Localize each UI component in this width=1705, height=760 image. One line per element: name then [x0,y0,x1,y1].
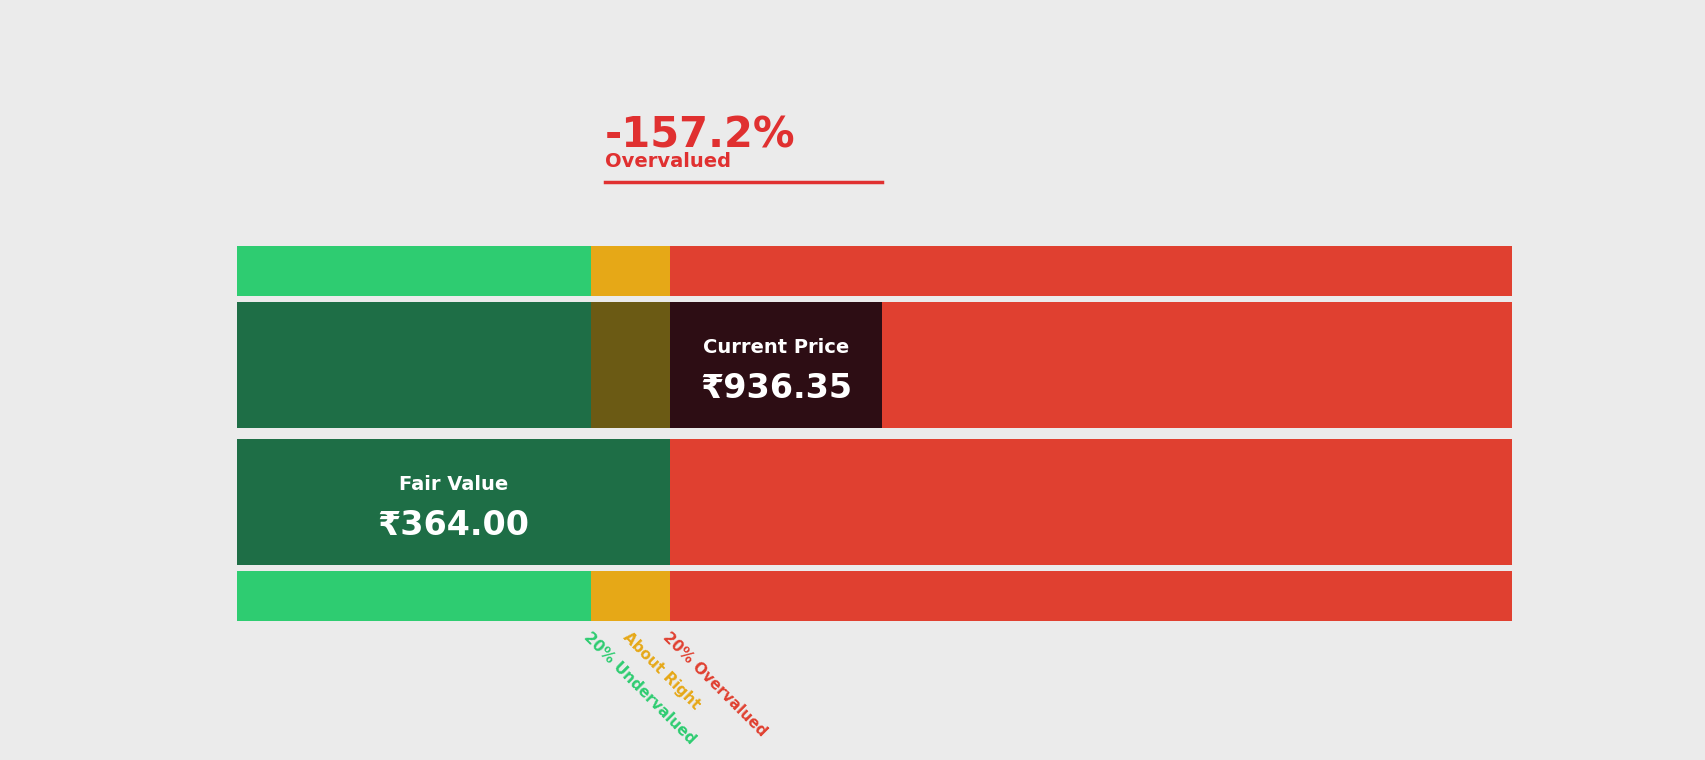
Bar [592,571,670,621]
Text: 20% Overvalued: 20% Overvalued [660,629,769,739]
Bar [237,302,592,428]
Bar [592,302,670,428]
Text: -157.2%: -157.2% [604,114,795,156]
Bar [670,571,1511,621]
Bar [237,439,592,565]
Bar [237,439,670,565]
Text: Fair Value: Fair Value [399,475,508,494]
Text: ₹364.00: ₹364.00 [377,509,530,542]
Bar [237,246,592,296]
Bar [592,246,670,296]
Bar [670,439,1511,565]
Bar [670,246,1511,296]
Text: ₹936.35: ₹936.35 [699,372,852,404]
Bar [237,571,592,621]
Bar [670,302,881,428]
Text: 20% Undervalued: 20% Undervalued [580,629,697,747]
Bar [670,302,881,428]
Text: Current Price: Current Price [702,337,849,356]
Bar [592,439,670,565]
Text: About Right: About Right [621,629,702,713]
Text: Overvalued: Overvalued [604,152,730,171]
Bar [881,302,1511,428]
